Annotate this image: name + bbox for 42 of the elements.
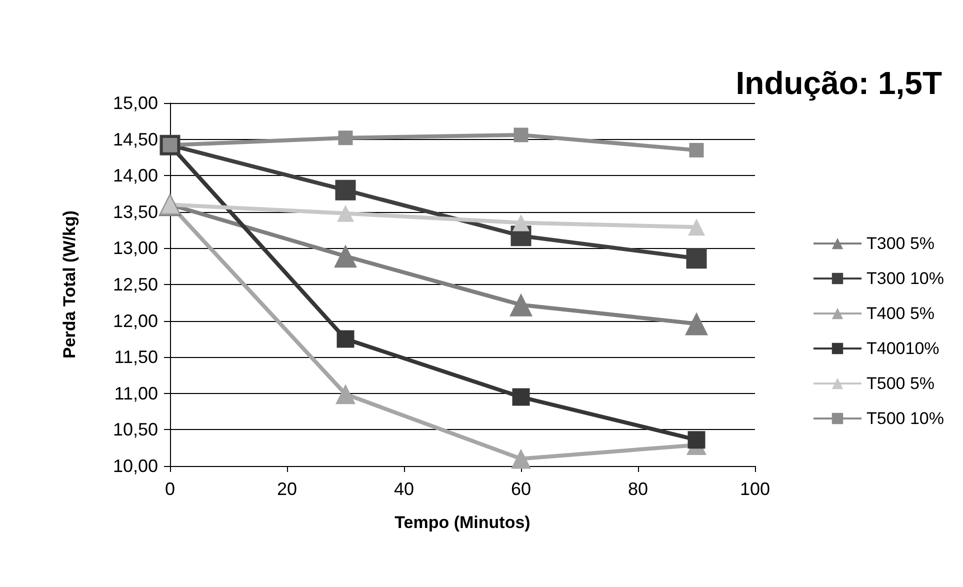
y-tick-label: 11,50 — [114, 347, 158, 368]
x-tick-label: 80 — [628, 479, 648, 499]
legend-label: T40010% — [866, 339, 940, 358]
y-tick-label: 10,00 — [112, 456, 158, 476]
point — [685, 312, 708, 336]
point — [510, 293, 532, 316]
point — [336, 384, 356, 404]
y-tick-label: 12,00 — [112, 310, 158, 331]
x-tick-label: 20 — [276, 479, 298, 499]
legend-label: T500 10% — [866, 409, 944, 428]
point — [514, 128, 528, 142]
legend-label: T400 5% — [866, 304, 935, 323]
point — [338, 130, 353, 146]
x-tick-label: 60 — [510, 479, 532, 499]
point — [688, 218, 705, 236]
y-axis-title: Perda Total (W/kg) — [60, 210, 79, 358]
point — [511, 448, 531, 469]
legend-label: T500 5% — [866, 374, 935, 393]
point — [335, 180, 356, 200]
y-tick-label: 14,50 — [112, 129, 158, 150]
point — [512, 388, 530, 406]
text: Indução: 1,5T — [736, 65, 942, 101]
y-tick-label: 14,00 — [112, 166, 158, 186]
x-tick-label: 0 — [164, 479, 176, 499]
point — [334, 244, 357, 268]
point — [688, 431, 706, 449]
x-tick-label: 40 — [394, 479, 414, 499]
point — [686, 248, 707, 269]
x-tick-label: 100 — [740, 479, 770, 499]
y-tick-label: 15,00 — [112, 93, 158, 113]
y-tick-label: 10,50 — [112, 420, 158, 440]
legend-label: T300 10% — [866, 269, 944, 288]
point — [337, 204, 354, 222]
legend-label: T300 5% — [866, 234, 935, 253]
y-tick-label: 13,00 — [112, 238, 158, 258]
point — [689, 142, 704, 158]
y-tick-label: 13,50 — [112, 202, 158, 222]
y-tick-label: 12,50 — [112, 274, 158, 294]
point — [336, 330, 354, 348]
y-tick-label: 11,00 — [114, 383, 158, 404]
x-axis-title: Tempo (Minutos) — [394, 513, 530, 532]
point — [512, 214, 530, 232]
